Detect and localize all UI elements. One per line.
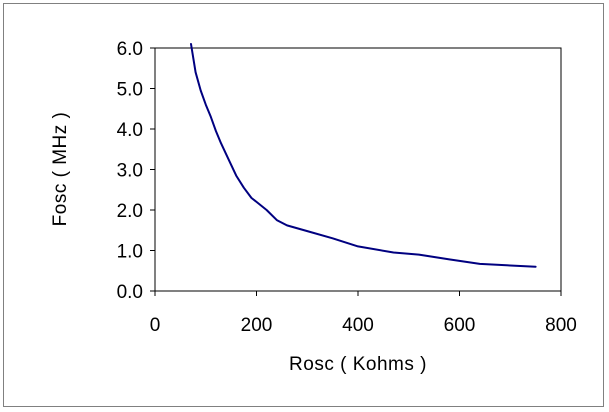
y-tick-label: 4.0 — [117, 120, 143, 141]
x-tick-label: 400 — [342, 315, 374, 336]
y-tick-label: 0.0 — [117, 282, 143, 303]
x-tick-label: 200 — [241, 315, 273, 336]
plot-area — [154, 47, 562, 292]
series-layer — [190, 43, 537, 268]
y-axis: 0.0 1.0 2.0 3.0 4.0 5.0 6.0 — [117, 39, 155, 303]
x-tick-label: 800 — [545, 315, 577, 336]
y-tick-label: 5.0 — [117, 80, 143, 101]
x-tick-label: 600 — [444, 315, 476, 336]
y-tick-label: 6.0 — [117, 39, 143, 60]
y-tick-label: 1.0 — [117, 242, 143, 263]
x-tick-label: 0 — [150, 315, 161, 336]
y-axis-title: Fosc ( MHz ) — [50, 112, 71, 227]
series-line-0 — [190, 43, 537, 268]
x-axis: 0 200 400 600 800 — [150, 291, 577, 336]
y-tick-label: 3.0 — [117, 161, 143, 182]
x-axis-title: Rosc ( Kohms ) — [289, 354, 427, 375]
y-tick-label: 2.0 — [117, 201, 143, 222]
